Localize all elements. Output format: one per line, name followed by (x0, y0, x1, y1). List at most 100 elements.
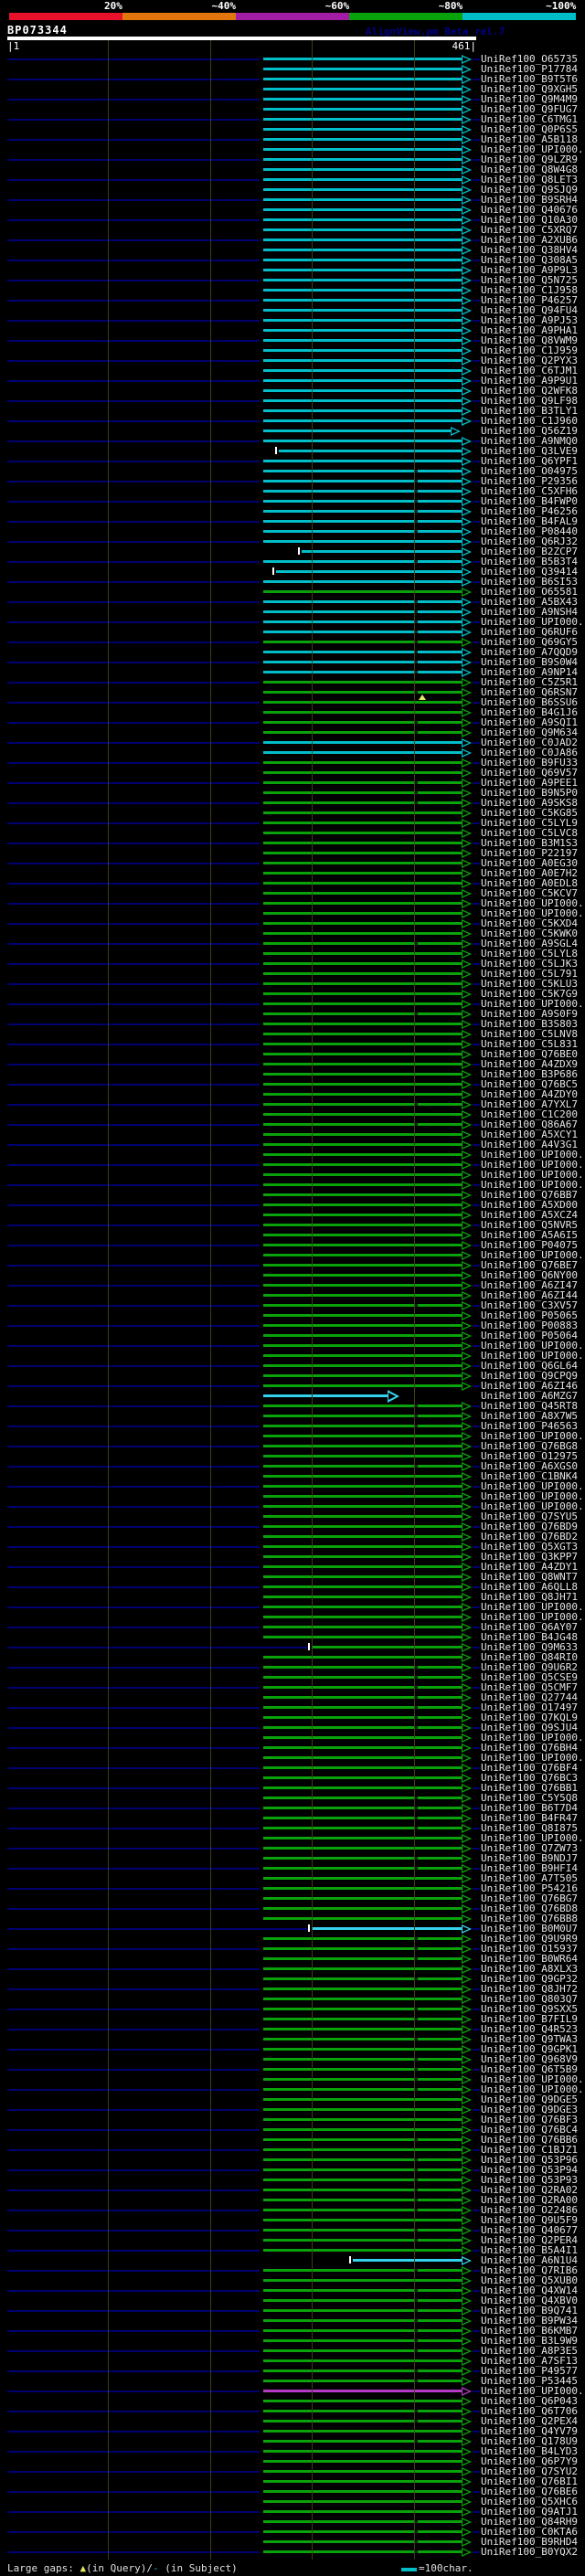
hit-accession-label[interactable]: UniRef100_UPI000.. (481, 897, 585, 909)
alignment-row[interactable]: UniRef100_Q76BB8 (0, 1913, 585, 1924)
alignment-row[interactable]: UniRef100_A5XCY1 (0, 1129, 585, 1140)
hit-accession-label[interactable]: UniRef100_P54216 (481, 1882, 578, 1894)
alignment-row[interactable]: UniRef100_O65735 (0, 54, 585, 64)
hit-accession-label[interactable]: UniRef100_UPI000.. (481, 1159, 585, 1171)
hit-accession-label[interactable]: UniRef100_O65581 (481, 586, 578, 598)
hit-accession-label[interactable]: UniRef100_Q2RA00 (481, 2194, 578, 2206)
alignment-row[interactable]: UniRef100_C5L831 (0, 1039, 585, 1049)
alignment-row[interactable]: UniRef100_Q40677 (0, 2225, 585, 2235)
alignment-row[interactable]: UniRef100_Q39414 (0, 567, 585, 577)
hit-accession-label[interactable]: UniRef100_B9NDJ7 (481, 1852, 578, 1864)
hit-accession-label[interactable]: UniRef100_Q76BC4 (481, 2124, 578, 2136)
hit-accession-label[interactable]: UniRef100_B4JG48 (481, 1631, 578, 1643)
alignment-row[interactable]: UniRef100_Q76BC5 (0, 1079, 585, 1089)
alignment-row[interactable]: UniRef100_Q9M4M9 (0, 94, 585, 104)
alignment-row[interactable]: UniRef100_B4FR47 (0, 1813, 585, 1823)
hit-accession-label[interactable]: UniRef100_Q38HV4 (481, 244, 578, 256)
hit-accession-label[interactable]: UniRef100_A7QQD9 (481, 646, 578, 658)
hit-accession-label[interactable]: UniRef100_C5LNV8 (481, 1028, 578, 1040)
hit-accession-label[interactable]: UniRef100_B3S803 (481, 1018, 578, 1030)
alignment-row[interactable]: UniRef100_UPI000.. (0, 1491, 585, 1501)
hit-accession-label[interactable]: UniRef100_A5XCZ4 (481, 1209, 578, 1221)
hit-accession-label[interactable]: UniRef100_Q76BD8 (481, 1903, 578, 1914)
hit-accession-label[interactable]: UniRef100_A9NP14 (481, 666, 578, 678)
alignment-row[interactable]: UniRef100_C5KWK0 (0, 928, 585, 938)
alignment-row[interactable]: UniRef100_Q5N725 (0, 275, 585, 285)
hit-accession-label[interactable]: UniRef100_C5LVC8 (481, 827, 578, 839)
hit-accession-label[interactable]: UniRef100_O15937 (481, 1943, 578, 1955)
alignment-row[interactable]: UniRef100_B9FU33 (0, 758, 585, 768)
alignment-row[interactable]: UniRef100_Q8VWM9 (0, 335, 585, 345)
hit-accession-label[interactable]: UniRef100_P53445 (481, 2375, 578, 2387)
hit-accession-label[interactable]: UniRef100_Q5XHC6 (481, 2496, 578, 2507)
alignment-row[interactable]: UniRef100_Q76BH4 (0, 1743, 585, 1753)
hit-accession-label[interactable]: UniRef100_B6KMB7 (481, 2325, 578, 2337)
hit-accession-label[interactable]: UniRef100_C5XRQ7 (481, 224, 578, 236)
hit-accession-label[interactable]: UniRef100_A7T505 (481, 1872, 578, 1884)
hit-accession-label[interactable]: UniRef100_Q84RI0 (481, 1651, 578, 1663)
hit-accession-label[interactable]: UniRef100_C5LYL9 (481, 817, 578, 829)
alignment-row[interactable]: UniRef100_Q9LZR9 (0, 154, 585, 164)
hit-accession-label[interactable]: UniRef100_Q76BD2 (481, 1531, 578, 1542)
hit-accession-label[interactable]: UniRef100_UPI000.. (481, 2073, 585, 2085)
hit-accession-label[interactable]: UniRef100_Q76BG8 (481, 1440, 578, 1452)
hit-accession-label[interactable]: UniRef100_Q76BE7 (481, 1259, 578, 1271)
alignment-row[interactable]: UniRef100_Q84RI0 (0, 1652, 585, 1662)
alignment-row[interactable]: UniRef100_B4G1J6 (0, 707, 585, 717)
hit-accession-label[interactable]: UniRef100_A9S0F9 (481, 1008, 578, 1020)
alignment-row[interactable]: UniRef100_A9P9L3 (0, 265, 585, 275)
alignment-row[interactable]: UniRef100_P22197 (0, 848, 585, 858)
hit-accession-label[interactable]: UniRef100_Q6GL64 (481, 1360, 578, 1372)
hit-accession-label[interactable]: UniRef100_C5LYL8 (481, 948, 578, 959)
hit-accession-label[interactable]: UniRef100_O65735 (481, 53, 578, 65)
hit-accession-label[interactable]: UniRef100_Q9M4M9 (481, 93, 578, 105)
hit-accession-label[interactable]: UniRef100_Q4XBV0 (481, 2295, 578, 2306)
alignment-row[interactable]: UniRef100_UPI000.. (0, 1833, 585, 1843)
alignment-row[interactable]: UniRef100_UPI000.. (0, 617, 585, 627)
hit-accession-label[interactable]: UniRef100_UPI000.. (481, 1179, 585, 1191)
hit-accession-label[interactable]: UniRef100_B3L9W9 (481, 2335, 578, 2347)
hit-accession-label[interactable]: UniRef100_O22486 (481, 2204, 578, 2216)
alignment-row[interactable]: UniRef100_B3TLY1 (0, 406, 585, 416)
hit-accession-label[interactable]: UniRef100_B0M0U7 (481, 1923, 578, 1935)
alignment-row[interactable]: UniRef100_Q5NVR5 (0, 1220, 585, 1230)
hit-accession-label[interactable]: UniRef100_UPI000.. (481, 2083, 585, 2095)
alignment-row[interactable]: UniRef100_B3S803 (0, 1019, 585, 1029)
hit-accession-label[interactable]: UniRef100_B7FIL9 (481, 2013, 578, 2025)
alignment-row[interactable]: UniRef100_Q5XHC6 (0, 2496, 585, 2507)
hit-accession-label[interactable]: UniRef100_Q10A30 (481, 214, 578, 226)
alignment-row[interactable]: UniRef100_A0E7H2 (0, 868, 585, 878)
hit-accession-label[interactable]: UniRef100_Q6P7Y9 (481, 2455, 578, 2467)
alignment-row[interactable]: UniRef100_B9RHD4 (0, 2537, 585, 2547)
alignment-row[interactable]: UniRef100_P05065 (0, 1310, 585, 1320)
hit-accession-label[interactable]: UniRef100_A5XD00 (481, 1199, 578, 1211)
hit-accession-label[interactable]: UniRef100_A9P9U1 (481, 375, 578, 387)
alignment-row[interactable]: UniRef100_A0EDL8 (0, 878, 585, 888)
alignment-row[interactable]: UniRef100_Q84RH9 (0, 2517, 585, 2527)
alignment-row[interactable]: UniRef100_Q76BF3 (0, 2115, 585, 2125)
hit-accession-label[interactable]: UniRef100_C5KXD4 (481, 917, 578, 929)
hit-accession-label[interactable]: UniRef100_UPI000.. (481, 1601, 585, 1613)
alignment-row[interactable]: UniRef100_C5XRQ7 (0, 225, 585, 235)
alignment-row[interactable]: UniRef100_C5XFH6 (0, 486, 585, 496)
hit-accession-label[interactable]: UniRef100_B3M1S3 (481, 837, 578, 849)
hit-accession-label[interactable]: UniRef100_C1C200 (481, 1108, 578, 1120)
hit-accession-label[interactable]: UniRef100_P46256 (481, 505, 578, 517)
hit-accession-label[interactable]: UniRef100_B9Q741 (481, 2305, 578, 2316)
alignment-row[interactable]: UniRef100_B4FAL9 (0, 516, 585, 526)
alignment-row[interactable]: UniRef100_Q8JH71 (0, 1592, 585, 1602)
alignment-row[interactable]: UniRef100_B0WR64 (0, 1954, 585, 1964)
alignment-row[interactable]: UniRef100_A5A6I5 (0, 1230, 585, 1240)
hit-accession-label[interactable]: UniRef100_Q9XGH5 (481, 83, 578, 95)
alignment-row[interactable]: UniRef100_P49577 (0, 2366, 585, 2376)
hit-accession-label[interactable]: UniRef100_Q69GY5 (481, 636, 578, 648)
hit-accession-label[interactable]: UniRef100_P46257 (481, 294, 578, 306)
hit-accession-label[interactable]: UniRef100_C5LJK3 (481, 958, 578, 970)
alignment-row[interactable]: UniRef100_B6KMB7 (0, 2326, 585, 2336)
hit-accession-label[interactable]: UniRef100_B9RHD4 (481, 2536, 578, 2548)
hit-accession-label[interactable]: UniRef100_Q53P93 (481, 2174, 578, 2186)
hit-accession-label[interactable]: UniRef100_Q5N725 (481, 274, 578, 286)
hit-accession-label[interactable]: UniRef100_Q45RT8 (481, 1400, 578, 1412)
alignment-row[interactable]: UniRef100_Q4R523 (0, 2024, 585, 2034)
alignment-row[interactable]: UniRef100_Q6RSN7 (0, 687, 585, 700)
